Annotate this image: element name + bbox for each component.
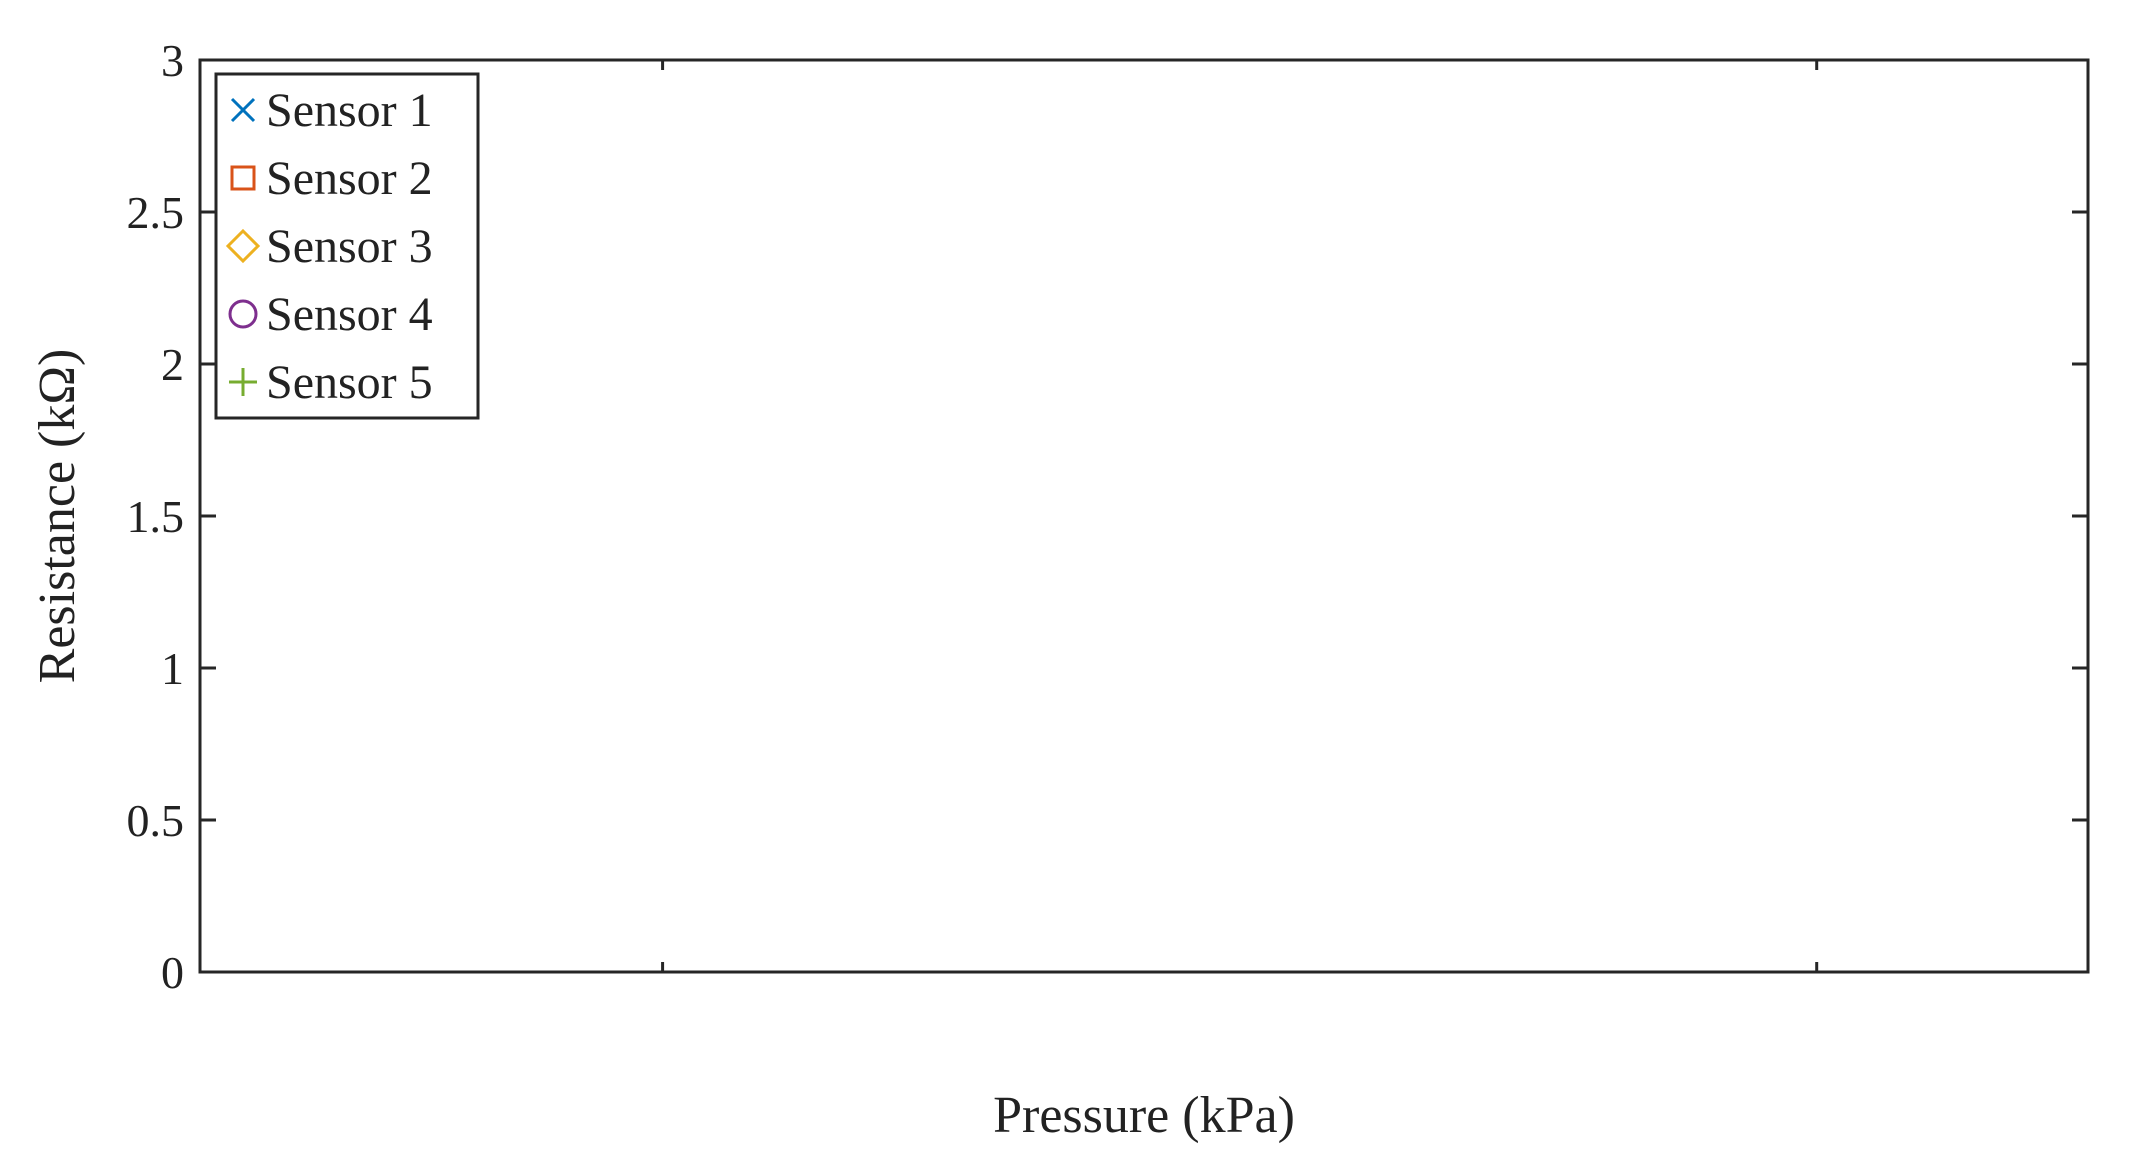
legend-item-1: Sensor 1 — [230, 84, 433, 137]
y-axis-ticks: 0 0.5 1 1.5 2 2.5 3 — [127, 35, 2088, 998]
y-tick-label: 1 — [161, 643, 184, 694]
y-tick-label: 2.5 — [127, 187, 185, 238]
legend-marker-3 — [225, 228, 261, 264]
legend-marker-1 — [230, 97, 256, 123]
y-tick-label: 0 — [161, 947, 184, 998]
plot-area — [198, 58, 2090, 974]
y-tick-label: 3 — [161, 35, 184, 86]
plot-frame — [198, 58, 2090, 974]
x-axis-label: Pressure (kPa) — [993, 1087, 1295, 1144]
legend-label-2: Sensor 2 — [266, 152, 433, 205]
legend-label-4: Sensor 4 — [266, 288, 433, 341]
y-tick-label: 1.5 — [127, 491, 185, 542]
legend-marker-4 — [228, 299, 258, 329]
x-axis-ticks: 101100 — [661, 60, 1819, 972]
legend-item-4: Sensor 4 — [228, 288, 433, 341]
legend-label-1: Sensor 1 — [266, 84, 433, 137]
legend: Sensor 1 Sensor 2 Sensor 3 Sensor 4 Sensor 5 — [214, 72, 480, 420]
legend-marker-5 — [229, 368, 257, 396]
legend-item-2: Sensor 2 — [230, 152, 433, 205]
legend-item-5: Sensor 5 — [229, 356, 433, 409]
y-axis-label: Resistance (kΩ) — [29, 349, 86, 684]
y-tick-label: 2 — [161, 339, 184, 390]
legend-label-5: Sensor 5 — [266, 356, 433, 409]
legend-box — [214, 72, 480, 420]
legend-marker-2 — [230, 165, 256, 191]
legend-item-3: Sensor 3 — [225, 220, 433, 273]
y-tick-label: 0.5 — [127, 795, 185, 846]
legend-label-3: Sensor 3 — [266, 220, 433, 273]
